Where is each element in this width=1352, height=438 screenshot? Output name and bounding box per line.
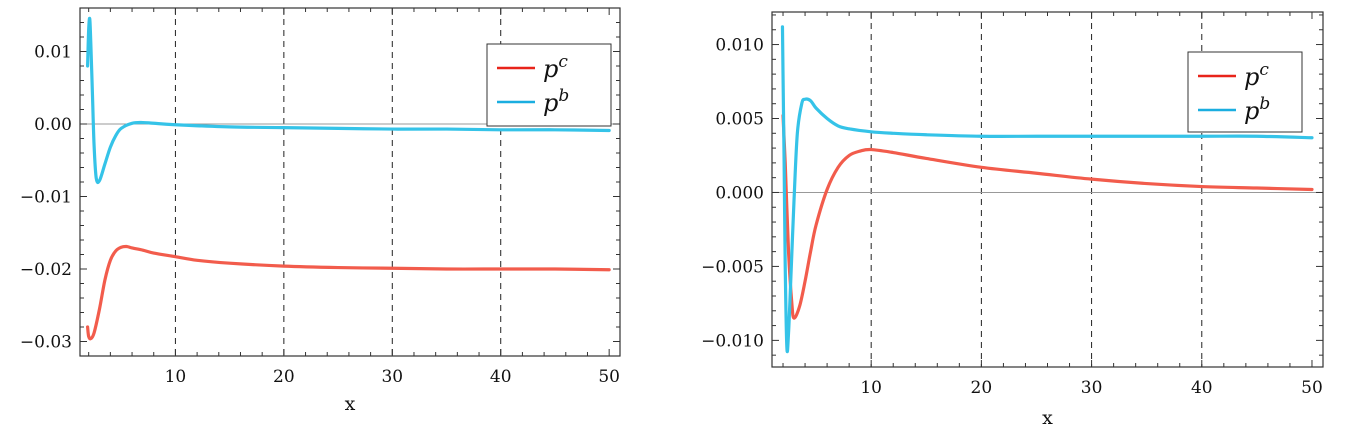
x-tick-label: 10: [860, 378, 882, 398]
x-tick-label: 30: [1081, 378, 1103, 398]
x-tick-label: 40: [1191, 378, 1213, 398]
legend-box: [1187, 51, 1303, 133]
series-line-p-c: [781, 113, 1314, 320]
y-tick-label: 0.000: [715, 183, 764, 203]
y-tick-label: −0.03: [20, 333, 72, 353]
y-tick-label: −0.010: [701, 331, 764, 351]
series-line-p-c: [85, 244, 611, 341]
x-axis-label: x: [1042, 407, 1053, 429]
x-axis-label: x: [345, 393, 356, 415]
x-tick-label: 30: [381, 367, 403, 387]
x-tick-label: 40: [490, 367, 512, 387]
x-tick-label: 50: [1301, 378, 1323, 398]
legend-box: [486, 43, 612, 127]
series-line-p-b: [85, 16, 611, 185]
x-tick-label: 50: [598, 367, 620, 387]
series-line-p-b: [780, 25, 1314, 354]
y-tick-label: −0.01: [20, 188, 72, 208]
y-tick-label: 0.01: [34, 43, 72, 63]
y-tick-label: 0.010: [715, 36, 764, 56]
chart-panel-right: 10 20 30 40 50 −0.010 −0.005 0.000 0.005 0.010 x pc…: [701, 11, 1324, 429]
x-tick-label: 20: [273, 367, 295, 387]
y-tick-label: −0.02: [20, 260, 72, 280]
x-tick-label: 20: [971, 378, 993, 398]
y-tick-label: −0.005: [701, 257, 764, 277]
y-tick-label: 0.00: [34, 115, 72, 135]
y-tick-label: 0.005: [715, 110, 764, 130]
x-tick-label: 10: [165, 367, 187, 387]
